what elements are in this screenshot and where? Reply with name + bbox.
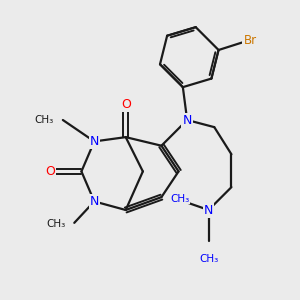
Text: N: N <box>182 113 192 127</box>
Text: O: O <box>45 165 55 178</box>
Text: CH₃: CH₃ <box>199 254 218 264</box>
Text: N: N <box>204 203 213 217</box>
Text: N: N <box>90 135 99 148</box>
Text: CH₃: CH₃ <box>170 194 190 204</box>
Text: N: N <box>90 195 99 208</box>
Text: O: O <box>121 98 131 111</box>
Text: CH₃: CH₃ <box>35 115 54 125</box>
Text: Br: Br <box>243 34 256 46</box>
Text: CH₃: CH₃ <box>46 219 65 229</box>
